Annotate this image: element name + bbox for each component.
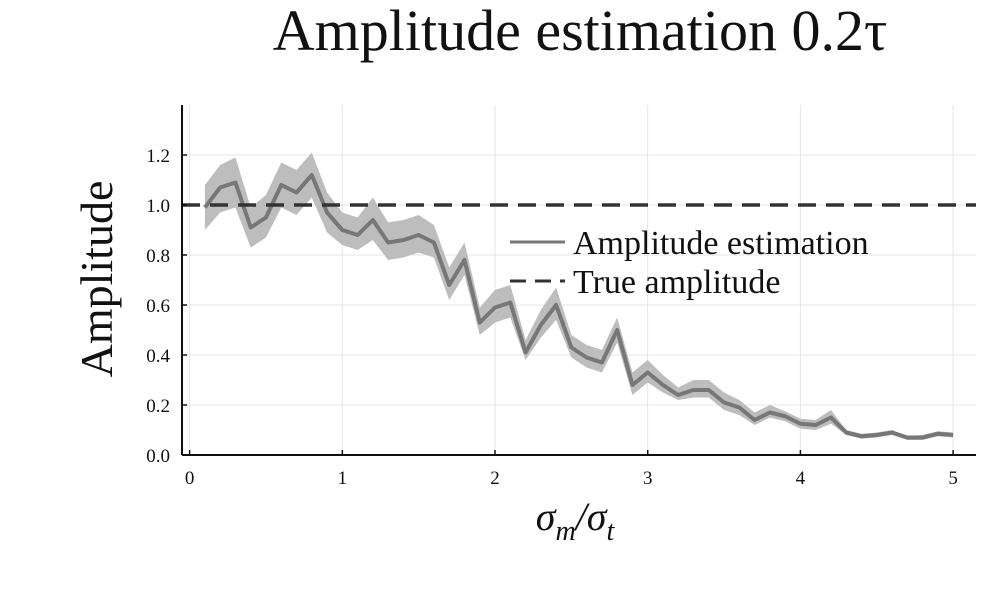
- chart-title: Amplitude estimation 0.2τ: [273, 0, 888, 63]
- series-band-amplitude-estimation: [204, 152, 954, 440]
- y-axis-label: Amplitude: [71, 181, 122, 378]
- x-tick-label-1: 1: [338, 468, 348, 489]
- x-tick-label-0: 0: [185, 468, 195, 489]
- x-axis-label-slash: /σ: [574, 494, 608, 539]
- tick-labels: 0 1 2 3 4 5 0.0 0.2 0.4 0.6 0.8 1.0 1.2: [146, 146, 958, 489]
- x-axis-label-sigma: σ: [536, 494, 557, 539]
- x-tick-label-5: 5: [948, 468, 958, 489]
- x-axis-label: σm/σt: [536, 494, 616, 547]
- x-axis-label-sub-t: t: [607, 516, 616, 547]
- axes: [181, 105, 976, 456]
- x-tick-label-2: 2: [490, 468, 500, 489]
- y-tick-label-6: 1.2: [146, 146, 170, 167]
- legend: Amplitude estimation True amplitude: [510, 225, 869, 301]
- y-tick-label-1: 0.2: [146, 396, 170, 417]
- y-tick-label-0: 0.0: [146, 446, 170, 467]
- x-tick-label-4: 4: [796, 468, 806, 489]
- legend-label-true-amplitude: True amplitude: [573, 264, 780, 301]
- x-axis-label-sub-m: m: [555, 516, 575, 547]
- x-tick-label-3: 3: [643, 468, 653, 489]
- y-tick-label-4: 0.8: [146, 246, 170, 267]
- series-line-amplitude-estimation: [203, 173, 954, 440]
- y-tick-label-5: 1.0: [146, 196, 170, 217]
- legend-label-amplitude-estimation: Amplitude estimation: [573, 225, 869, 262]
- confidence-band-layer: [204, 152, 954, 440]
- y-tick-label-3: 0.6: [146, 296, 170, 317]
- y-tick-label-2: 0.4: [146, 346, 170, 367]
- series-layer: [182, 173, 976, 440]
